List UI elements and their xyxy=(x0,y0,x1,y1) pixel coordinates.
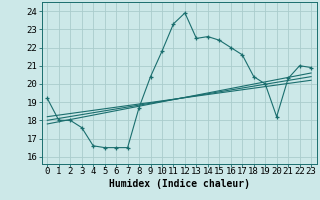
X-axis label: Humidex (Indice chaleur): Humidex (Indice chaleur) xyxy=(109,179,250,189)
